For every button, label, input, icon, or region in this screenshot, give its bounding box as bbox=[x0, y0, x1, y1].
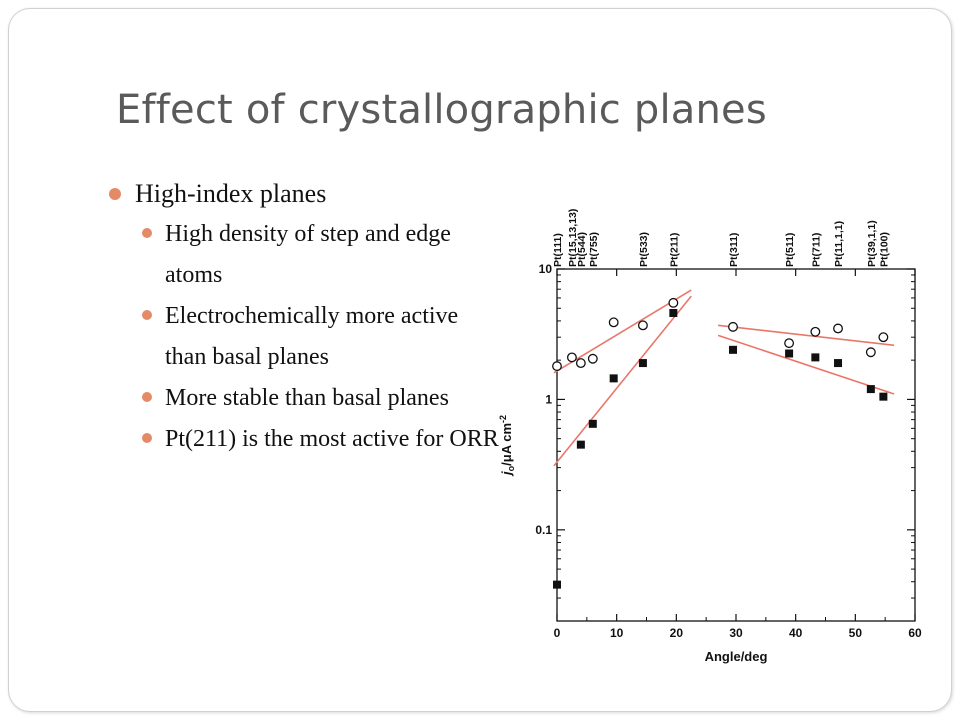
open-circle-point bbox=[784, 338, 795, 349]
y-tick-label: 10 bbox=[539, 262, 553, 276]
x-tick-label: 60 bbox=[908, 626, 922, 640]
open-circle-point bbox=[575, 358, 586, 369]
x-tick-label: 40 bbox=[789, 626, 803, 640]
open-circle-point bbox=[587, 353, 598, 364]
filled-square-point bbox=[866, 385, 875, 394]
x-tick-label: 10 bbox=[610, 626, 624, 640]
sub-bullet-text: High density of step and edge atoms bbox=[165, 221, 451, 288]
top-plane-label: Pt(100) bbox=[878, 232, 890, 267]
open-circle-point bbox=[833, 323, 843, 334]
fit-line bbox=[553, 295, 692, 467]
y-tick-label: 1 bbox=[545, 392, 552, 406]
slide: Effect of crystallographic planes High-i… bbox=[8, 8, 952, 712]
filled-square-point bbox=[729, 345, 738, 354]
sub-bullet-dot-icon bbox=[142, 392, 152, 402]
x-tick-label: 0 bbox=[554, 626, 561, 640]
open-circle-point bbox=[878, 332, 889, 343]
fit-line bbox=[718, 324, 895, 347]
filled-square-point bbox=[785, 349, 794, 358]
filled-square-point bbox=[834, 359, 843, 368]
top-plane-label: Pt(111) bbox=[552, 233, 564, 267]
top-plane-label: Pt(311) bbox=[728, 233, 740, 267]
sub-bullet: Electrochemically more active than basal… bbox=[109, 296, 505, 378]
top-plane-label: Pt(544) bbox=[576, 232, 588, 267]
filled-square-point bbox=[609, 374, 618, 383]
top-plane-label: Pt(11,1,1) bbox=[833, 221, 845, 267]
open-circle-point bbox=[608, 317, 619, 328]
x-tick-label: 50 bbox=[849, 626, 863, 640]
open-circle-point bbox=[728, 321, 738, 332]
y-axis-label: jo/μA cm-2 bbox=[498, 415, 516, 477]
x-tick-label: 20 bbox=[670, 626, 684, 640]
open-circle-point bbox=[566, 352, 577, 363]
sub-bullet-dot-icon bbox=[142, 310, 152, 320]
sub-bullet: More stable than basal planes bbox=[109, 378, 505, 419]
open-circle-point bbox=[668, 297, 679, 308]
sub-bullet-dot-icon bbox=[142, 433, 152, 443]
top-plane-label: Pt(711) bbox=[810, 233, 822, 267]
top-plane-label: Pt(755) bbox=[588, 232, 600, 267]
x-axis-label: Angle/deg bbox=[705, 649, 768, 664]
fit-line bbox=[553, 289, 692, 374]
y-tick-label: 0.1 bbox=[535, 523, 552, 537]
filled-square-point bbox=[669, 308, 678, 317]
filled-square-point bbox=[588, 419, 597, 428]
open-circle-point bbox=[865, 347, 876, 358]
sub-bullet-text: Electrochemically more active than basal… bbox=[165, 303, 459, 370]
filled-square-point bbox=[879, 392, 888, 401]
filled-square-point bbox=[576, 440, 585, 449]
filled-square-point bbox=[553, 580, 561, 589]
open-circle-point bbox=[552, 361, 562, 372]
top-plane-label: Pt(511) bbox=[784, 233, 796, 267]
bullet-text: High-index planes bbox=[135, 179, 327, 208]
sub-bullet-text: Pt(211) is the most active for ORR bbox=[165, 426, 499, 452]
fit-line bbox=[717, 334, 895, 395]
x-tick-label: 30 bbox=[729, 626, 743, 640]
sub-bullet: Pt(211) is the most active for ORR bbox=[109, 419, 505, 460]
bullet-dot-icon bbox=[109, 188, 121, 200]
filled-square-point bbox=[638, 359, 647, 368]
open-circle-point bbox=[637, 320, 648, 331]
top-plane-label: Pt(39,1,1) bbox=[866, 220, 878, 267]
sub-bullet: High density of step and edge atoms bbox=[109, 214, 505, 296]
sub-bullet-text: More stable than basal planes bbox=[165, 385, 449, 411]
filled-square-point bbox=[811, 353, 820, 362]
sub-bullet-dot-icon bbox=[142, 228, 152, 238]
top-plane-label: Pt(15,13,13) bbox=[567, 209, 579, 267]
top-plane-label: Pt(211) bbox=[668, 233, 680, 267]
top-plane-label: Pt(533) bbox=[638, 232, 650, 267]
bullet-list: High-index planes High density of step a… bbox=[109, 174, 505, 460]
slide-title: Effect of crystallographic planes bbox=[116, 87, 767, 133]
bullet-high-index: High-index planes bbox=[109, 174, 505, 214]
open-circle-point bbox=[810, 326, 821, 337]
